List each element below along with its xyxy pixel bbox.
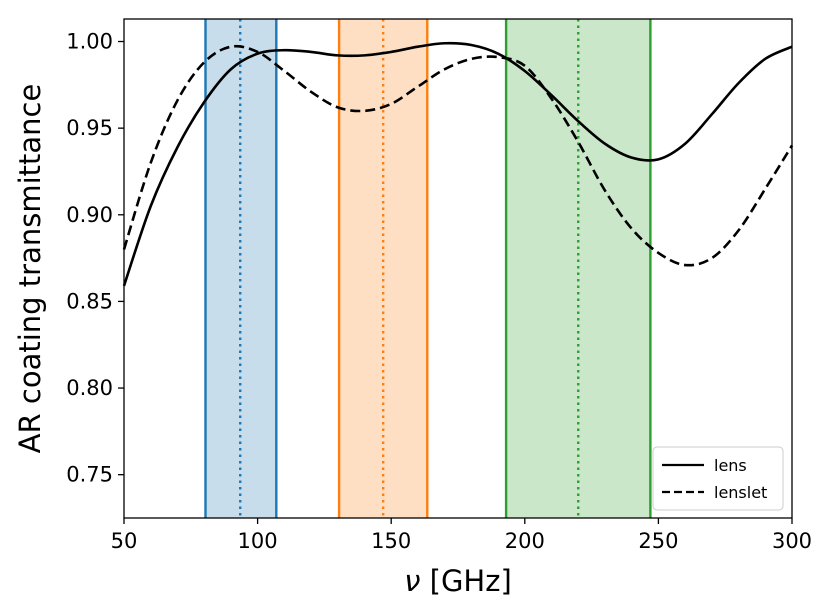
frequency-bands <box>204 19 652 518</box>
x-tick-label: 150 <box>371 529 411 553</box>
y-tick-label: 0.75 <box>66 463 113 487</box>
legend-label-lens: lens <box>714 456 747 475</box>
y-tick-label: 0.85 <box>66 289 113 313</box>
legend: lens lenslet <box>652 446 784 511</box>
legend-label-lenslet: lenslet <box>714 483 767 502</box>
x-tick-label: 50 <box>111 529 138 553</box>
x-tick-label: 300 <box>772 529 812 553</box>
x-axis-title: ν [GHz] <box>404 564 512 598</box>
y-axis-title: AR coating transmittance <box>13 84 47 454</box>
y-tick-label: 0.95 <box>66 116 113 140</box>
plot-frame <box>123 18 793 519</box>
x-tick-label: 100 <box>238 529 278 553</box>
transmittance-lines <box>122 41 794 287</box>
series-line-lens <box>122 41 793 287</box>
x-tick-label: 200 <box>505 529 545 553</box>
legend-box <box>652 446 784 511</box>
y-tick-label: 1.00 <box>66 30 113 54</box>
x-axis-unit: [GHz] <box>430 564 512 598</box>
y-axis-ticks: 0.75 0.80 0.85 0.90 0.95 1.00 <box>66 30 124 487</box>
x-axis-symbol: ν <box>404 564 420 598</box>
y-tick-label: 0.80 <box>66 376 113 400</box>
x-tick-label: 250 <box>638 529 678 553</box>
x-axis-ticks: 50 100 150 200 250 300 <box>111 518 812 553</box>
series-line-lenslet <box>122 44 794 267</box>
y-tick-label: 0.90 <box>66 203 113 227</box>
